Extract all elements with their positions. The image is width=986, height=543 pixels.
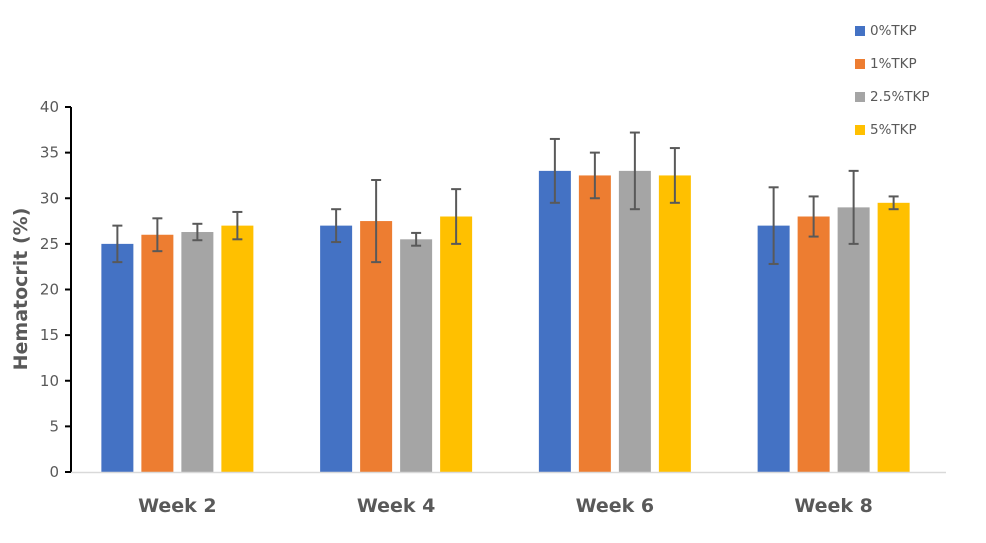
bar-5%TKP-week-8 — [877, 202, 910, 472]
error-bar — [669, 147, 680, 204]
y-tick-label: 30 — [40, 189, 59, 207]
error-bar — [549, 137, 560, 204]
bar-5%TKP-week-6 — [658, 175, 691, 472]
bar-5%TKP-week-2 — [221, 225, 254, 472]
bar-2.5%TKP-week-2 — [181, 232, 214, 472]
error-bar — [808, 195, 819, 238]
x-tick-label: Week 8 — [794, 495, 873, 517]
bar-1%TKP-week-6 — [578, 175, 611, 472]
y-tick-label: 35 — [40, 144, 59, 162]
bar-0%TKP-week-2 — [101, 243, 134, 472]
bars-group — [101, 170, 910, 472]
y-tick-label: 5 — [49, 417, 59, 435]
error-bar — [152, 217, 163, 253]
legend-swatch — [855, 124, 865, 135]
bar-1%TKP-week-8 — [797, 216, 830, 472]
error-bar — [411, 231, 422, 247]
legend-swatch — [855, 91, 865, 102]
y-tick-label: 0 — [49, 463, 59, 481]
legend-item-0: 0%TKP — [855, 14, 930, 47]
x-tick-label: Week 4 — [357, 495, 436, 517]
legend-label: 5%TKP — [870, 121, 917, 138]
error-bars-group — [112, 131, 899, 265]
error-bar — [371, 179, 382, 264]
bar-2.5%TKP-week-4 — [400, 239, 433, 472]
x-axis-labels: Week 2 Week 4 Week 6 Week 8 — [138, 495, 873, 517]
bar-2.5%TKP-week-6 — [618, 170, 651, 472]
legend-label: 0%TKP — [870, 22, 917, 39]
error-bar — [112, 224, 123, 264]
error-bar — [848, 169, 859, 245]
legend-item-1: 1%TKP — [855, 47, 930, 80]
error-bar — [589, 151, 600, 200]
error-bar — [192, 222, 203, 242]
bar-1%TKP-week-2 — [141, 234, 174, 472]
y-tick-label: 40 — [40, 98, 59, 116]
bar-0%TKP-week-4 — [320, 225, 353, 472]
error-bar — [331, 208, 342, 244]
bar-0%TKP-week-8 — [757, 225, 790, 472]
legend-item-2: 2.5%TKP — [855, 80, 930, 113]
y-axis-title: Hematocrit (%) — [10, 208, 32, 371]
x-tick-label: Week 6 — [576, 495, 655, 517]
error-bar — [768, 186, 779, 265]
error-bar — [451, 188, 462, 245]
error-bar — [232, 210, 243, 241]
bar-5%TKP-week-4 — [440, 216, 473, 472]
y-tick-label: 10 — [40, 372, 59, 390]
bar-2.5%TKP-week-8 — [837, 207, 870, 472]
legend-swatch — [855, 58, 865, 69]
bar-0%TKP-week-6 — [538, 170, 571, 472]
y-tick-label: 25 — [40, 235, 59, 253]
y-axis-ticks: 0 5 10 15 20 25 30 35 40 — [40, 98, 71, 481]
legend: 0%TKP 1%TKP 2.5%TKP 5%TKP — [855, 14, 930, 146]
x-tick-label: Week 2 — [138, 495, 217, 517]
error-bar — [629, 131, 640, 211]
legend-item-3: 5%TKP — [855, 113, 930, 146]
legend-label: 2.5%TKP — [870, 88, 930, 105]
legend-swatch — [855, 25, 865, 36]
error-bar — [888, 195, 899, 211]
y-tick-label: 15 — [40, 326, 59, 344]
legend-label: 1%TKP — [870, 55, 917, 72]
y-tick-label: 20 — [40, 281, 59, 299]
